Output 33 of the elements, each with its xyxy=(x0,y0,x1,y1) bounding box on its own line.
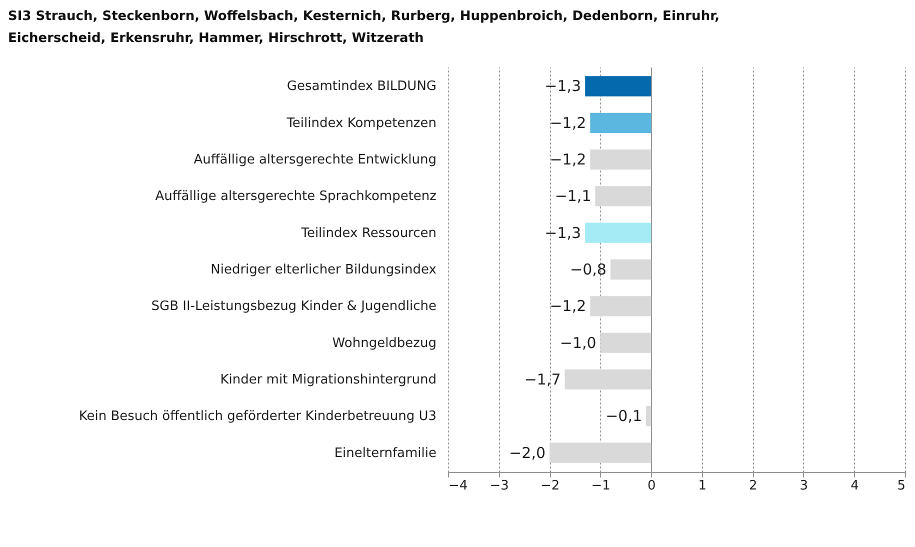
y-tick-label: Niedriger elterlicher Bildungsindex xyxy=(210,262,437,278)
y-tick-label: Auffällige altersgerechte Sprachkompetenz xyxy=(155,189,437,204)
data-label: −1,3 xyxy=(544,224,582,242)
x-tick-label: −4 xyxy=(448,478,468,494)
x-tick-label: −2 xyxy=(540,478,560,494)
y-tick-label: Kinder mit Migrationshintergrund xyxy=(220,372,436,388)
x-tick-label: 2 xyxy=(749,478,758,494)
data-label: −0,1 xyxy=(606,407,642,426)
x-tick-label: 1 xyxy=(698,478,707,494)
y-tick-label: Teilindex Ressourcen xyxy=(300,226,436,241)
data-label: −0,8 xyxy=(570,260,606,278)
data-label: −1,0 xyxy=(560,334,596,352)
x-tick-label: −1 xyxy=(591,478,610,494)
x-tick-label: 3 xyxy=(800,478,808,494)
data-label: −1,2 xyxy=(550,150,586,169)
chart-title: SI3 Strauch, Steckenborn, Woffelsbach, Kesternich, Rurberg, Huppenbroich, Dedenborn, Einruhr, Eicherscheid, Erkensruhr, Hammer, Hirschrott, Witzerath xyxy=(8,9,720,46)
data-label: −1,1 xyxy=(554,187,592,206)
y-tick-label: Teilindex Kompetenzen xyxy=(286,116,436,131)
x-tick-label: −3 xyxy=(490,478,509,494)
x-tick-label: 4 xyxy=(850,478,859,494)
y-tick-label: Wohngeldbezug xyxy=(332,336,436,351)
data-label: −1,2 xyxy=(550,114,586,132)
y-tick-label: Gesamtindex BILDUNG xyxy=(286,79,436,94)
x-tick-label: 0 xyxy=(647,478,656,494)
data-label: −2,0 xyxy=(509,444,546,462)
data-label: −1,7 xyxy=(524,370,561,388)
y-tick-label: SGB II-Leistungsbezug Kinder & Jugendliche xyxy=(151,299,436,314)
x-tick-label: 5 xyxy=(897,478,906,494)
data-label: −1,2 xyxy=(550,297,586,316)
y-tick-label: Auffällige altersgerechte Entwicklung xyxy=(194,152,436,168)
data-label: −1,3 xyxy=(544,77,582,96)
y-tick-label: Kein Besuch öffentlich geförderter Kinderbetreuung U3 xyxy=(78,409,436,424)
y-tick-label: Einelternfamilie xyxy=(334,446,436,461)
